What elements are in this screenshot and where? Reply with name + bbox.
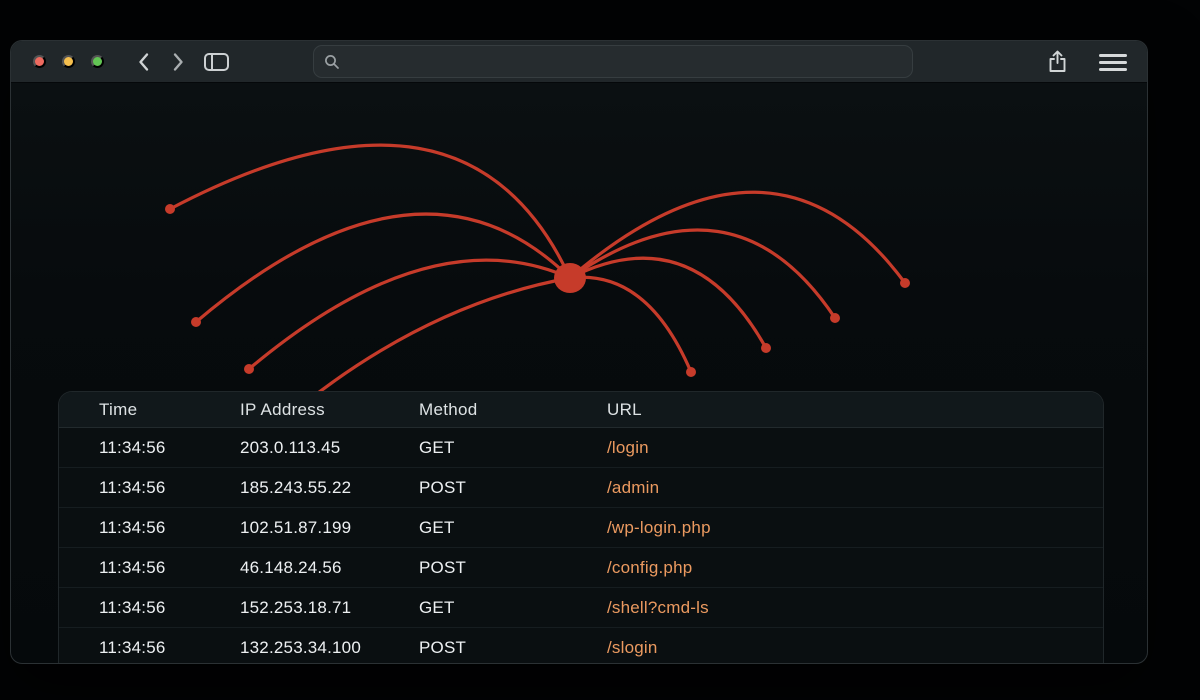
search-input[interactable] [348, 53, 902, 70]
cell-url[interactable]: /admin [607, 477, 660, 497]
table-body: 11:34:56 203.0.113.45 GET /login 11:34:5… [59, 428, 1103, 663]
column-header-method: Method [419, 399, 478, 419]
back-icon [139, 53, 149, 71]
cell-method: POST [419, 637, 467, 657]
hamburger-icon [1099, 54, 1127, 71]
share-button[interactable] [1047, 49, 1068, 77]
browser-toolbar [11, 41, 1147, 83]
attack-arc [568, 228, 837, 320]
source-node [900, 278, 910, 288]
source-node [244, 364, 254, 374]
cell-url[interactable]: /shell?cmd-ls [607, 597, 709, 617]
attack-arc [568, 256, 768, 350]
cell-ip: 185.243.55.22 [240, 477, 352, 497]
source-node [830, 313, 840, 323]
attack-arc [568, 190, 907, 285]
source-node [761, 343, 771, 353]
request-log-table: Time IP Address Method URL 11:34:56 203.… [58, 391, 1104, 663]
cell-time: 11:34:56 [99, 437, 166, 457]
table-row: 11:34:56 132.253.34.100 POST /slogin [59, 628, 1103, 663]
cell-ip: 46.148.24.56 [240, 557, 342, 577]
attack-arc [247, 258, 572, 371]
close-button[interactable] [33, 55, 46, 68]
source-node [686, 367, 696, 377]
attack-arc [168, 143, 572, 280]
table-row: 11:34:56 46.148.24.56 POST /config.php [59, 548, 1103, 588]
target-node [554, 263, 586, 293]
menu-button[interactable] [1099, 54, 1127, 71]
table-header-row: Time IP Address Method URL [59, 392, 1103, 428]
cell-method: GET [419, 597, 455, 617]
attack-arc [299, 276, 572, 408]
cell-url[interactable]: /login [607, 437, 649, 457]
cell-url[interactable]: /slogin [607, 637, 658, 657]
minimize-button[interactable] [62, 55, 75, 68]
forward-icon [173, 53, 183, 71]
table-row: 11:34:56 203.0.113.45 GET /login [59, 428, 1103, 468]
attack-arc [568, 275, 693, 374]
search-bar[interactable] [313, 45, 913, 78]
attack-arc [194, 212, 572, 324]
table-row: 11:34:56 102.51.87.199 GET /wp-login.php [59, 508, 1103, 548]
column-header-url: URL [607, 399, 642, 419]
search-icon [325, 54, 339, 69]
cell-method: POST [419, 557, 467, 577]
cell-time: 11:34:56 [99, 597, 166, 617]
cell-time: 11:34:56 [99, 477, 166, 497]
cell-ip: 152.253.18.71 [240, 597, 352, 617]
column-header-ip: IP Address [240, 399, 325, 419]
cell-url[interactable]: /config.php [607, 557, 693, 577]
cell-method: GET [419, 437, 455, 457]
cell-method: GET [419, 517, 455, 537]
table-row: 11:34:56 185.243.55.22 POST /admin [59, 468, 1103, 508]
cell-ip: 102.51.87.199 [240, 517, 352, 537]
browser-window: Time IP Address Method URL 11:34:56 203.… [10, 40, 1148, 664]
zoom-button[interactable] [91, 55, 104, 68]
sidebar-toggle-button[interactable] [204, 53, 229, 71]
cell-time: 11:34:56 [99, 517, 166, 537]
share-icon [1049, 50, 1066, 72]
back-button[interactable] [137, 52, 150, 75]
source-node [165, 204, 175, 214]
cell-ip: 132.253.34.100 [240, 637, 361, 657]
table-row: 11:34:56 152.253.18.71 GET /shell?cmd-ls [59, 588, 1103, 628]
forward-button[interactable] [172, 52, 185, 75]
cell-ip: 203.0.113.45 [240, 437, 341, 457]
source-node [191, 317, 201, 327]
cell-method: POST [419, 477, 467, 497]
cell-url[interactable]: /wp-login.php [607, 517, 711, 537]
cell-time: 11:34:56 [99, 557, 166, 577]
cell-time: 11:34:56 [99, 637, 166, 657]
column-header-time: Time [99, 399, 138, 419]
